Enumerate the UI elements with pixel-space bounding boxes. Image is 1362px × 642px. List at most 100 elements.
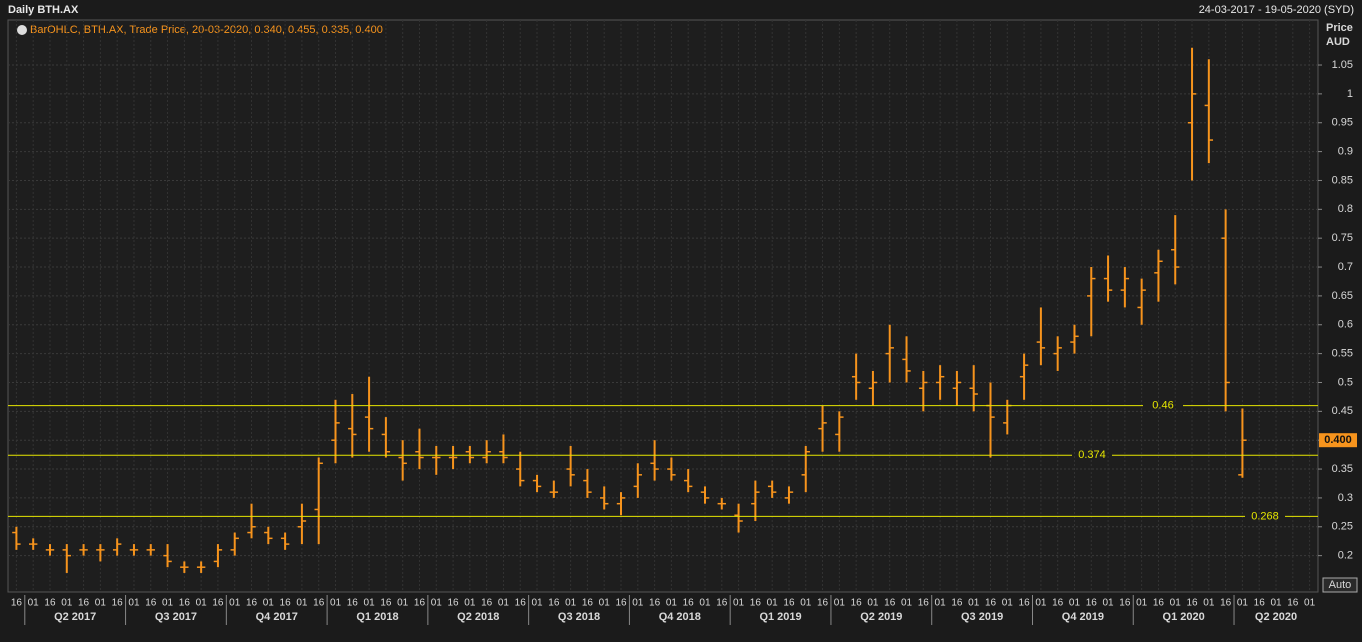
x-tick-label: 16 [716, 598, 728, 609]
y-tick-label: 0.45 [1332, 405, 1353, 417]
x-tick-label: 01 [834, 598, 846, 609]
x-tick-label: 16 [11, 598, 23, 609]
y-tick-label: 0.3 [1338, 492, 1353, 504]
legend-text: BarOHLC, BTH.AX, Trade Price, 20-03-2020… [30, 24, 383, 36]
y-tick-label: 0.9 [1338, 146, 1353, 158]
y-tick-label: 0.35 [1332, 463, 1353, 475]
level-label: 0.268 [1251, 510, 1279, 522]
x-tick-label: 01 [666, 598, 678, 609]
x-tick-label: 01 [229, 598, 241, 609]
x-tick-label: 16 [145, 598, 157, 609]
x-tick-label: 16 [1119, 598, 1131, 609]
x-tick-label: 01 [1203, 598, 1215, 609]
x-tick-label: 16 [448, 598, 460, 609]
quarter-label: Q1 2019 [759, 611, 801, 623]
plot-area [7, 19, 1319, 593]
x-tick-label: 16 [1019, 598, 1031, 609]
quarter-label: Q2 2018 [457, 611, 499, 623]
y-tick-label: 0.85 [1332, 174, 1353, 186]
x-tick-label: 01 [1103, 598, 1115, 609]
x-tick-label: 16 [1153, 598, 1165, 609]
x-tick-label: 16 [112, 598, 124, 609]
x-tick-label: 16 [212, 598, 224, 609]
quarter-label: Q3 2017 [155, 611, 197, 623]
y-tick-label: 0.25 [1332, 521, 1353, 533]
x-tick-label: 16 [1186, 598, 1198, 609]
x-tick-label: 01 [1035, 598, 1047, 609]
x-tick-label: 16 [1287, 598, 1299, 609]
last-price-tag [1319, 433, 1357, 448]
x-tick-label: 16 [817, 598, 829, 609]
x-tick-label: 01 [397, 598, 409, 609]
y-tick-label: 0.65 [1332, 290, 1353, 302]
x-tick-label: 16 [884, 598, 896, 609]
quarter-label: Q4 2017 [256, 611, 298, 623]
y-tick-label: 0.75 [1332, 232, 1353, 244]
y-tick-label: 0.95 [1332, 117, 1353, 129]
x-tick-label: 16 [380, 598, 392, 609]
x-tick-label: 16 [985, 598, 997, 609]
y-axis-label: Price [1326, 22, 1353, 34]
x-tick-label: 01 [128, 598, 140, 609]
x-tick-label: 01 [263, 598, 275, 609]
y-tick-label: 0.8 [1338, 203, 1353, 215]
x-tick-label: 16 [783, 598, 795, 609]
y-tick-label: 0.5 [1338, 376, 1353, 388]
x-tick-label: 16 [1254, 598, 1266, 609]
quarter-label: Q4 2019 [1062, 611, 1104, 623]
x-tick-label: 01 [1237, 598, 1249, 609]
x-tick-label: 01 [699, 598, 711, 609]
quarter-label: Q4 2018 [659, 611, 701, 623]
x-tick-label: 01 [196, 598, 208, 609]
x-tick-label: 01 [1002, 598, 1014, 609]
y-tick-label: 0.55 [1332, 348, 1353, 360]
level-label: 0.374 [1078, 449, 1106, 461]
x-tick-label: 01 [901, 598, 913, 609]
y-axis-unit: AUD [1326, 36, 1350, 48]
y-tick-label: 0.2 [1338, 550, 1353, 562]
x-tick-label: 01 [767, 598, 779, 609]
x-tick-label: 01 [1069, 598, 1081, 609]
x-tick-label: 01 [935, 598, 947, 609]
x-tick-label: 16 [649, 598, 661, 609]
x-tick-label: 01 [1270, 598, 1282, 609]
x-tick-label: 16 [683, 598, 695, 609]
x-tick-label: 16 [246, 598, 258, 609]
x-tick-label: 16 [951, 598, 963, 609]
x-tick-label: 01 [364, 598, 376, 609]
quarter-label: Q2 2020 [1255, 611, 1297, 623]
x-tick-label: 16 [1220, 598, 1232, 609]
x-tick-label: 01 [95, 598, 107, 609]
x-tick-label: 16 [615, 598, 627, 609]
last-price-label: 0.400 [1324, 434, 1352, 446]
x-tick-label: 01 [464, 598, 476, 609]
scale-mode[interactable]: Auto [1329, 579, 1352, 591]
x-tick-label: 16 [750, 598, 762, 609]
x-tick-label: 16 [1086, 598, 1098, 609]
scale-button[interactable] [1322, 577, 1358, 593]
x-tick-label: 16 [515, 598, 527, 609]
x-tick-label: 16 [78, 598, 90, 609]
x-tick-label: 16 [280, 598, 292, 609]
y-tick-label: 0.6 [1338, 319, 1353, 331]
x-tick-label: 16 [414, 598, 426, 609]
x-tick-label: 01 [162, 598, 174, 609]
x-tick-label: 01 [431, 598, 443, 609]
x-tick-label: 16 [481, 598, 493, 609]
x-tick-label: 01 [531, 598, 543, 609]
date-range: 24-03-2017 - 19-05-2020 (SYD) [1199, 4, 1354, 16]
x-tick-label: 16 [179, 598, 191, 609]
y-tick-label: 1 [1347, 88, 1353, 100]
x-tick-label: 01 [565, 598, 577, 609]
x-tick-label: 01 [1136, 598, 1148, 609]
legend-icon[interactable] [17, 25, 27, 35]
x-tick-label: 16 [313, 598, 325, 609]
x-tick-label: 16 [44, 598, 56, 609]
x-tick-label: 01 [28, 598, 40, 609]
x-tick-label: 01 [330, 598, 342, 609]
x-tick-label: 01 [733, 598, 745, 609]
x-tick-label: 01 [1304, 598, 1316, 609]
x-tick-label: 16 [851, 598, 863, 609]
x-tick-label: 01 [61, 598, 73, 609]
